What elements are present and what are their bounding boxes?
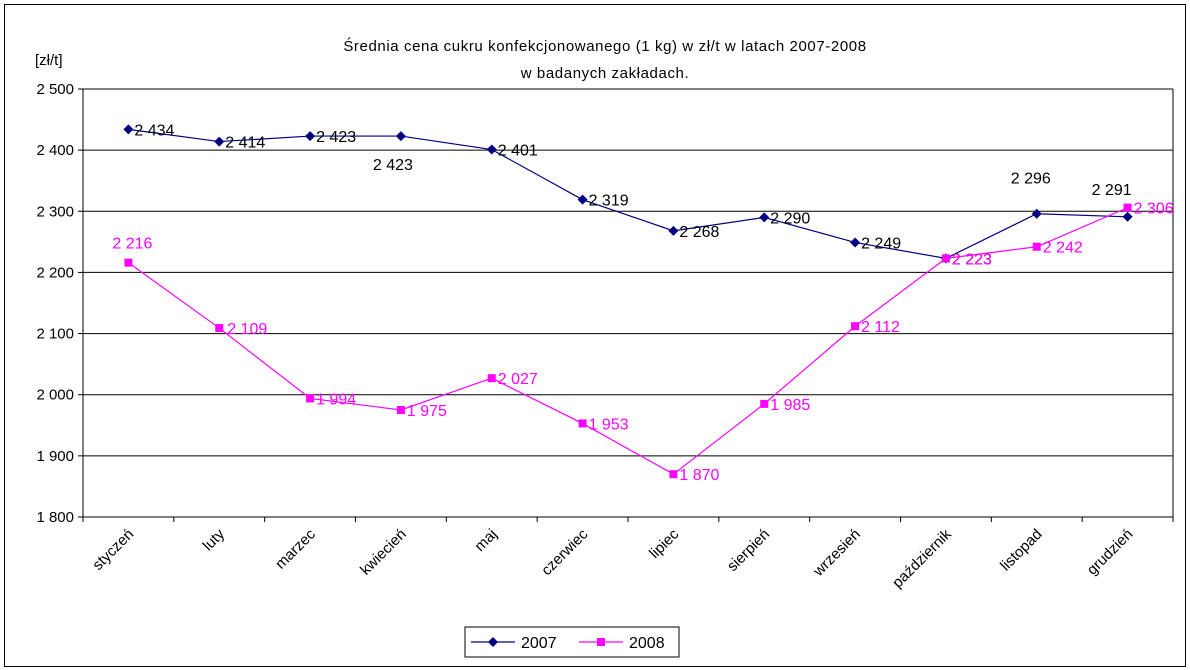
data-point bbox=[123, 124, 134, 135]
data-label: 2 216 bbox=[112, 236, 152, 253]
line-chart: Średnia cena cukru konfekcjonowanego (1 … bbox=[35, 37, 1174, 658]
x-tick-label: grudzień bbox=[1084, 526, 1137, 579]
data-point bbox=[851, 322, 860, 331]
gridlines bbox=[83, 88, 1173, 457]
x-tick-label: wrzesień bbox=[809, 526, 864, 581]
data-label: 2 223 bbox=[952, 251, 992, 268]
data-point bbox=[214, 136, 225, 147]
series-2008: 2 216 2 109 1 994 1 975 2 027 1 953 1 870 1 985… bbox=[112, 201, 1173, 485]
data-point bbox=[760, 399, 769, 408]
data-label: 2 414 bbox=[225, 135, 265, 152]
x-tick-label: czerwiec bbox=[538, 525, 592, 579]
data-point bbox=[396, 406, 405, 414]
y-tick-label: 2 200 bbox=[36, 264, 74, 281]
data-label: 2 434 bbox=[134, 122, 174, 139]
data-label: 2 109 bbox=[227, 321, 267, 338]
x-tick-label: październik bbox=[889, 525, 955, 591]
data-point bbox=[577, 194, 588, 205]
series-line-2008 bbox=[128, 207, 1128, 475]
data-point bbox=[305, 131, 316, 142]
x-tick-label: sierpień bbox=[724, 526, 773, 575]
data-point bbox=[124, 258, 133, 267]
data-label: 1 985 bbox=[770, 397, 810, 414]
data-label: 1 953 bbox=[589, 416, 629, 433]
data-point bbox=[941, 254, 950, 263]
legend-box bbox=[464, 626, 680, 658]
legend-label-2008: 2008 bbox=[629, 635, 665, 652]
data-point bbox=[1031, 208, 1042, 219]
axes bbox=[78, 88, 1174, 522]
data-point bbox=[1123, 203, 1132, 212]
x-tick-label: luty bbox=[200, 525, 229, 554]
data-label: 2 306 bbox=[1134, 201, 1174, 218]
data-point bbox=[850, 237, 861, 248]
data-label: 2 249 bbox=[861, 235, 901, 252]
data-point bbox=[1122, 211, 1133, 222]
chart-title: Średnia cena cukru konfekcjonowanego (1 … bbox=[343, 37, 866, 55]
x-tick-label: styczeń bbox=[89, 526, 137, 574]
y-tick-label: 2 500 bbox=[36, 81, 74, 98]
x-tick-label: marzec bbox=[272, 525, 319, 572]
data-label: 2 423 bbox=[316, 129, 356, 146]
x-tick-label: lipiec bbox=[646, 525, 683, 562]
data-label: 1 975 bbox=[407, 403, 447, 420]
data-point bbox=[306, 394, 315, 403]
data-label: 2 112 bbox=[861, 319, 900, 336]
y-axis-label: [zł/t] bbox=[35, 52, 63, 69]
y-tick-label: 2 100 bbox=[36, 326, 74, 343]
data-point bbox=[578, 419, 587, 428]
y-tick-labels: 1 800 1 900 2 000 2 100 2 200 2 300 2 400 2 500 bbox=[36, 81, 74, 526]
chart-frame: Średnia cena cukru konfekcjonowanego (1 … bbox=[4, 4, 1186, 667]
x-tick-label: maj bbox=[471, 526, 500, 555]
x-tick-labels: styczeń luty marzec kwiecień maj czerwiec lipi… bbox=[89, 525, 1136, 591]
data-point bbox=[669, 470, 678, 479]
data-label: 2 296 bbox=[1011, 171, 1051, 188]
series-line-2007 bbox=[128, 128, 1128, 259]
data-point bbox=[486, 144, 497, 155]
data-label: 1 994 bbox=[316, 391, 356, 408]
y-tick-label: 2 000 bbox=[36, 387, 74, 404]
data-point bbox=[1032, 242, 1041, 251]
y-tick-label: 2 400 bbox=[36, 142, 74, 159]
y-tick-label: 1 900 bbox=[36, 448, 74, 465]
data-label: 2 423 bbox=[373, 157, 413, 174]
data-label: 2 401 bbox=[498, 143, 538, 160]
legend-label-2007: 2007 bbox=[521, 635, 557, 652]
y-tick-label: 2 300 bbox=[36, 203, 74, 220]
data-point bbox=[487, 374, 496, 383]
data-label: 2 319 bbox=[589, 193, 629, 210]
series: 2 434 2 414 2 423 2 423 2 401 2 319 2 268 2 290… bbox=[112, 122, 1173, 484]
chart-subtitle: w badanych zakładach. bbox=[520, 65, 690, 82]
x-tick-label: listopad bbox=[997, 526, 1046, 575]
data-point bbox=[668, 225, 679, 236]
legend: 2007 2008 bbox=[464, 626, 680, 658]
data-point bbox=[215, 324, 224, 333]
data-label: 2 290 bbox=[770, 210, 810, 227]
data-point bbox=[395, 131, 406, 142]
data-point bbox=[759, 212, 770, 223]
data-label: 2 268 bbox=[679, 224, 719, 241]
data-label: 2 223 bbox=[952, 251, 992, 268]
legend-marker-2007 bbox=[488, 637, 498, 647]
data-label: 1 870 bbox=[679, 467, 719, 484]
data-label: 2 027 bbox=[498, 371, 538, 388]
data-label: 2 242 bbox=[1043, 240, 1083, 257]
x-tick-label: kwiecień bbox=[357, 526, 410, 579]
series-2007: 2 434 2 414 2 423 2 423 2 401 2 319 2 268 2 290… bbox=[123, 122, 1133, 268]
data-label: 2 291 bbox=[1092, 182, 1132, 199]
y-tick-label: 1 800 bbox=[36, 509, 74, 526]
legend-marker-2008 bbox=[597, 638, 605, 646]
